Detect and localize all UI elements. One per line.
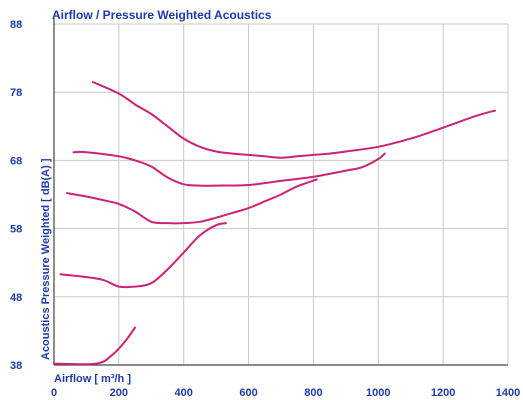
x-tick-label: 600 <box>239 387 257 399</box>
x-axis-label: Airflow [ m³/h ] <box>54 373 131 385</box>
x-tick-label: 200 <box>110 387 128 399</box>
x-tick-label: 800 <box>304 387 322 399</box>
x-tick-label: 0 <box>51 387 57 399</box>
y-tick-label: 68 <box>10 155 22 167</box>
series-line-3 <box>66 178 318 225</box>
x-tick-label: 1200 <box>431 387 455 399</box>
y-tick-label: 48 <box>10 292 22 304</box>
x-tick-label: 400 <box>175 387 193 399</box>
series-line-4 <box>72 150 386 187</box>
series-line-1 <box>53 326 137 366</box>
y-axis-label: Acoustics Pressure Weighted [ dB(A) ] <box>40 158 52 360</box>
y-tick-label: 88 <box>10 19 22 31</box>
chart-title: Airflow / Pressure Weighted Acoustics <box>52 8 272 22</box>
x-tick-label: 1400 <box>496 387 520 399</box>
y-tick-label: 78 <box>10 87 22 99</box>
y-tick-label: 58 <box>10 224 22 236</box>
x-tick-label: 1000 <box>366 387 390 399</box>
y-tick-label: 38 <box>10 360 22 372</box>
series-line-5 <box>91 81 496 159</box>
series-line-2 <box>59 222 227 289</box>
